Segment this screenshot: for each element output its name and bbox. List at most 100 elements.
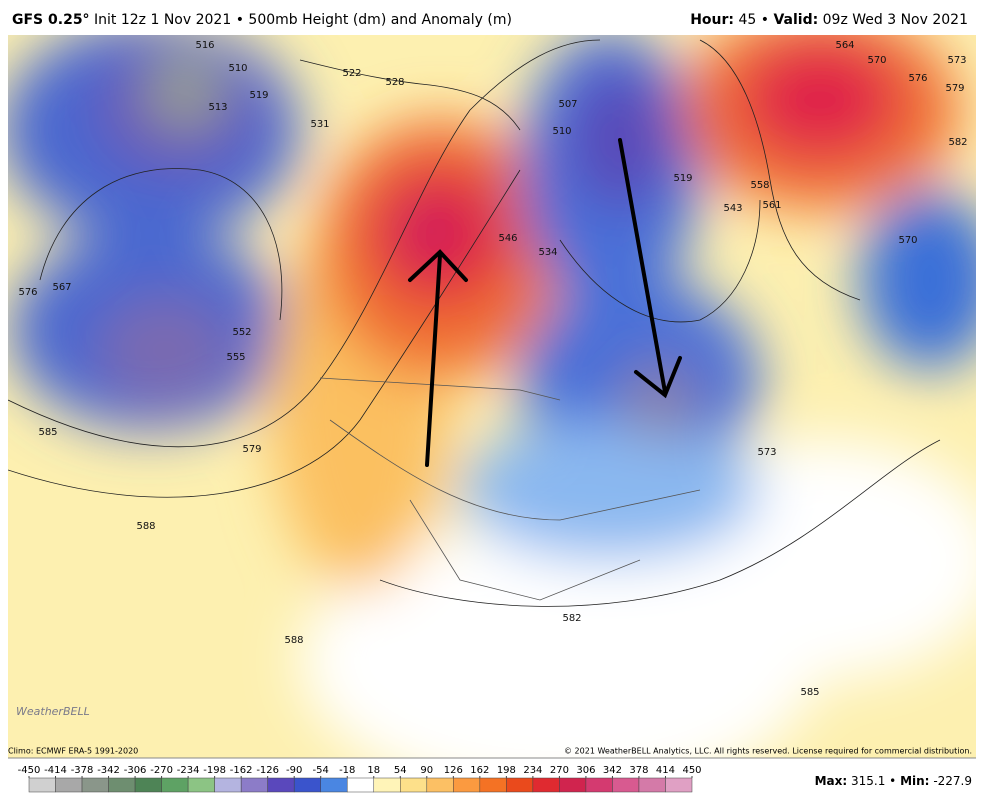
colorbar-swatch bbox=[479, 777, 507, 793]
contour-label: 558 bbox=[750, 180, 769, 191]
contour-label: 576 bbox=[18, 287, 37, 298]
contour-label: 507 bbox=[558, 99, 577, 110]
header-left: GFS 0.25° Init 12z 1 Nov 2021 • 500mb He… bbox=[12, 12, 512, 28]
min-label: Min: bbox=[900, 774, 929, 788]
run: Init 12z 1 Nov 2021 bbox=[94, 12, 231, 28]
colorbar-tick-label: 378 bbox=[629, 765, 648, 776]
contour-label: 528 bbox=[385, 77, 404, 88]
max: 315.1 bbox=[851, 774, 885, 788]
contour-label: 513 bbox=[208, 102, 227, 113]
contour-label: 582 bbox=[562, 613, 581, 624]
copyright: © 2021 WeatherBELL Analytics, LLC. All r… bbox=[564, 747, 972, 756]
colorbar-tick-label: -162 bbox=[230, 765, 253, 776]
header-right: Hour: 45 • Valid: 09z Wed 3 Nov 2021 bbox=[690, 12, 968, 28]
product: 500mb Height (dm) and Anomaly (m) bbox=[248, 12, 512, 28]
colorbar: -450 -414 -378 -342 -306 -270 -234 -198 -162 -126… bbox=[18, 765, 702, 793]
climo: Climo: ECMWF ERA-5 1991-2020 bbox=[8, 747, 138, 756]
contour-label: 588 bbox=[284, 635, 303, 646]
colorbar-swatch bbox=[638, 777, 666, 793]
colorbar-tick-label: -270 bbox=[150, 765, 173, 776]
colorbar-swatch bbox=[585, 777, 613, 793]
colorbar-swatch bbox=[506, 777, 534, 793]
anomaly-field bbox=[8, 35, 976, 758]
borders bbox=[319, 377, 701, 601]
logo: WeatherBELL bbox=[16, 705, 90, 718]
colorbar-tick-label: -126 bbox=[256, 765, 279, 776]
colorbar-swatch bbox=[665, 777, 693, 793]
contour-label: 567 bbox=[52, 282, 71, 293]
sep: • bbox=[236, 12, 244, 28]
colorbar-tick-label: -198 bbox=[203, 765, 226, 776]
colorbar-tick-label: 270 bbox=[550, 765, 569, 776]
colorbar-tick-label: -306 bbox=[124, 765, 147, 776]
colorbar-swatch bbox=[532, 777, 560, 793]
colorbar-tick-label: -450 bbox=[18, 765, 41, 776]
colorbar-tick-label: -234 bbox=[177, 765, 200, 776]
contour-label: 579 bbox=[945, 83, 964, 94]
contour-label: 555 bbox=[226, 352, 245, 363]
colorbar-tick-label: 306 bbox=[576, 765, 595, 776]
colorbar-swatch bbox=[134, 777, 162, 793]
colorbar-swatch bbox=[612, 777, 640, 793]
contour-label: 570 bbox=[898, 235, 917, 246]
contour-label: 582 bbox=[948, 137, 967, 148]
colorbar-tick-label: -342 bbox=[97, 765, 120, 776]
colorbar-tick-label: 414 bbox=[656, 765, 675, 776]
contour-label: 522 bbox=[342, 68, 361, 79]
contour-label: 576 bbox=[908, 73, 927, 84]
colorbar-tick-label: 126 bbox=[444, 765, 463, 776]
contour-label: 585 bbox=[38, 427, 57, 438]
colorbar-swatch bbox=[28, 777, 56, 793]
hour-label: Hour: bbox=[690, 12, 734, 28]
contour-labels: 516 510 513 519 522 528 531 576 567 552 555 585 579 5… bbox=[18, 40, 967, 698]
contour-label: 543 bbox=[723, 203, 742, 214]
colorbar-swatch bbox=[55, 777, 83, 793]
colorbar-tick-label: 54 bbox=[394, 765, 407, 776]
colorbar-swatch bbox=[400, 777, 428, 793]
contour-label: 585 bbox=[800, 687, 819, 698]
valid-label: Valid: bbox=[773, 12, 818, 28]
colorbar-swatch bbox=[214, 777, 242, 793]
colorbar-tick-label: -54 bbox=[313, 765, 329, 776]
colorbar-swatch bbox=[187, 777, 215, 793]
contour-label: 561 bbox=[762, 200, 781, 211]
colorbar-swatch bbox=[559, 777, 587, 793]
colorbar-tick-label: 342 bbox=[603, 765, 622, 776]
contour-label: 570 bbox=[867, 55, 886, 66]
contour-label: 519 bbox=[673, 173, 692, 184]
sep: • bbox=[761, 12, 769, 28]
colorbar-swatch bbox=[161, 777, 189, 793]
colorbar-tick-label: 198 bbox=[497, 765, 516, 776]
colorbar-swatch bbox=[373, 777, 401, 793]
contour-label: 510 bbox=[228, 63, 247, 74]
colorbar-tick-label: 234 bbox=[523, 765, 542, 776]
colorbar-tick-label: 450 bbox=[682, 765, 701, 776]
contour-label: 531 bbox=[310, 119, 329, 130]
contour-label: 573 bbox=[757, 447, 776, 458]
colorbar-swatch bbox=[320, 777, 348, 793]
contour-label: 516 bbox=[195, 40, 214, 51]
max-label: Max: bbox=[815, 774, 848, 788]
contour-label: 534 bbox=[538, 247, 557, 258]
colorbar-tick-label: 162 bbox=[470, 765, 489, 776]
colorbar-swatch bbox=[346, 777, 375, 793]
contour-label: 519 bbox=[249, 90, 268, 101]
colorbar-swatch bbox=[453, 777, 481, 793]
contour-label: 564 bbox=[835, 40, 854, 51]
stats: Max: 315.1 • Min: -227.9 bbox=[815, 774, 972, 788]
colorbar-swatch bbox=[108, 777, 136, 793]
map: 516 510 513 519 522 528 531 576 567 552 555 585 579 5… bbox=[8, 35, 976, 758]
colorbar-swatch bbox=[81, 777, 109, 793]
colorbar-tick-label: -414 bbox=[44, 765, 67, 776]
contours bbox=[8, 39, 941, 607]
sep: • bbox=[889, 774, 896, 788]
contour-label: 510 bbox=[552, 126, 571, 137]
colorbar-tick-label: -378 bbox=[71, 765, 94, 776]
contour-label: 546 bbox=[498, 233, 517, 244]
contour-label: 588 bbox=[136, 521, 155, 532]
contour-label: 579 bbox=[242, 444, 261, 455]
colorbar-tick-label: 18 bbox=[367, 765, 380, 776]
min: -227.9 bbox=[933, 774, 972, 788]
colorbar-swatch bbox=[293, 777, 321, 793]
